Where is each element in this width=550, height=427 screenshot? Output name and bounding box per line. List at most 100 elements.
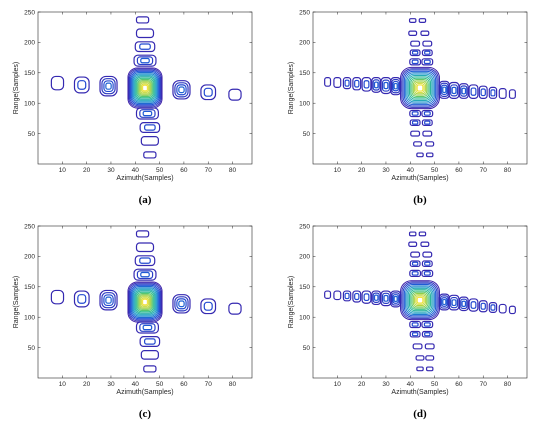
contour-level (50, 289, 65, 305)
panel-c: 10 20 30 40 50 60 70 80 50 100 150 200 250 Azimuth(Sa… (13, 223, 253, 420)
contour-level (418, 231, 427, 237)
contour-level (414, 81, 426, 95)
x-tick-label: 10 (334, 381, 342, 388)
contour-level (135, 76, 155, 100)
contour-level (411, 271, 419, 276)
x-tick-label: 50 (431, 167, 439, 174)
x-axis-label: Azimuth(Samples) (116, 175, 173, 182)
contour-level (408, 76, 432, 100)
contour-level (134, 75, 156, 101)
contour-level (133, 288, 157, 316)
contour-level (412, 293, 428, 308)
contour-lines (50, 230, 242, 373)
contour-level (381, 79, 390, 92)
contour-level (142, 298, 148, 306)
contour-level (415, 83, 425, 93)
contour-level (135, 16, 150, 24)
contour-level (424, 332, 431, 337)
contour-level (478, 300, 488, 313)
contour-lines (50, 16, 242, 159)
contour-level (468, 84, 479, 99)
contour-level (420, 241, 430, 247)
contour-level (174, 296, 189, 312)
contour-level (128, 68, 162, 108)
contour-level (172, 294, 191, 314)
contour-level (421, 58, 434, 66)
y-axis-label: Range(Samples) (288, 62, 295, 115)
contour-level (490, 89, 496, 97)
y-tick-label: 250 (299, 9, 310, 16)
contour-level (418, 18, 427, 23)
contour-level (416, 84, 424, 92)
contour-level (77, 80, 87, 90)
contour-level (140, 350, 159, 360)
x-tick-label: 40 (407, 167, 415, 174)
contour-level (143, 365, 157, 373)
contour-level (372, 79, 380, 91)
contour-level (421, 260, 433, 268)
contour-level (372, 292, 380, 303)
contour-level (416, 366, 424, 372)
contour-level (411, 50, 419, 55)
contour-level (490, 304, 496, 311)
contour-level (415, 295, 425, 305)
panel-a: 10 20 30 40 50 60 70 80 50 100 150 200 250 Azimuth(Sa… (13, 9, 253, 206)
panel-caption: (a) (139, 194, 152, 206)
contour-level (99, 289, 118, 311)
contour-level (406, 73, 434, 103)
contour-level (407, 287, 433, 313)
contour-level (172, 80, 191, 100)
contour-level (421, 109, 434, 118)
contour-level (140, 271, 150, 278)
x-tick-label: 10 (334, 167, 342, 174)
contour-level (468, 298, 479, 312)
contour-level (77, 294, 87, 304)
contour-level (138, 80, 152, 96)
contour-level (423, 111, 431, 116)
contour-level (409, 119, 421, 126)
contour-level (142, 84, 148, 92)
contour-level (137, 78, 153, 98)
contour-level (135, 242, 155, 253)
contour-level (139, 81, 151, 95)
contour-level (425, 355, 435, 361)
contour-level (393, 295, 398, 303)
contour-level (105, 296, 112, 304)
y-tick-label: 50 (303, 131, 311, 138)
contour-level (410, 77, 430, 99)
contour-level (200, 298, 217, 315)
y-tick-label: 150 (299, 70, 310, 77)
contour-level (139, 109, 156, 118)
contour-level (414, 294, 426, 307)
y-axis-label: Range(Samples) (13, 62, 20, 115)
x-tick-label: 10 (59, 167, 67, 174)
y-tick-label: 150 (24, 70, 35, 77)
contour-lines (324, 231, 516, 372)
contour-level (421, 49, 433, 57)
contour-level (402, 69, 438, 107)
contour-level (144, 124, 156, 131)
contour-level (105, 82, 112, 90)
x-axis-label: Azimuth(Samples) (391, 389, 448, 396)
y-tick-label: 50 (303, 345, 311, 352)
plot-frame (312, 11, 528, 165)
contour-level (392, 294, 399, 304)
x-tick-label: 70 (480, 381, 488, 388)
x-tick-label: 20 (83, 167, 91, 174)
contour-level (441, 84, 448, 96)
contour-level (408, 231, 417, 237)
contour-level (342, 290, 352, 302)
x-tick-label: 70 (480, 167, 488, 174)
contour-level (478, 85, 488, 99)
contour-level (138, 294, 152, 310)
panel-d: 10 20 30 40 50 60 70 80 50 100 150 200 250 Azimuth(Sa… (288, 223, 528, 420)
y-tick-label: 100 (24, 101, 35, 108)
x-tick-label: 40 (407, 381, 415, 388)
contour-level (140, 57, 150, 64)
contour-level (383, 294, 389, 302)
contour-level (423, 59, 431, 65)
contour-level (415, 355, 425, 361)
y-tick-label: 200 (299, 254, 310, 261)
y-tick-label: 100 (299, 315, 310, 322)
